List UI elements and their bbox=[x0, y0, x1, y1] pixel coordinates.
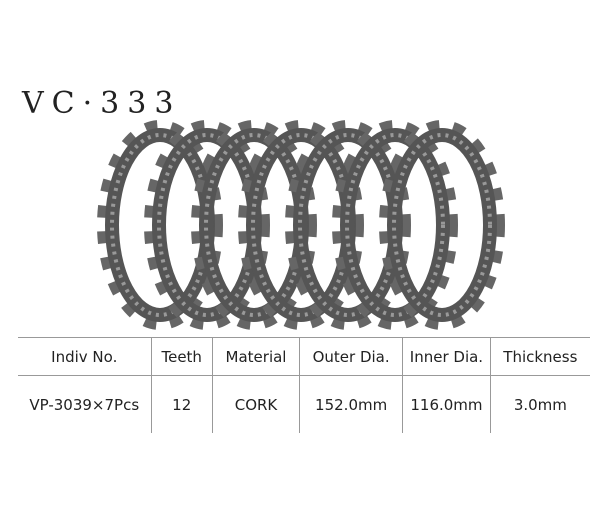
table-cell: 12 bbox=[150, 375, 213, 433]
plate-tabs bbox=[332, 120, 458, 330]
plate-tabs bbox=[238, 120, 364, 330]
table-header: Indiv No. Teeth Material Outer Dia. Inner Di… bbox=[18, 337, 590, 376]
table-body: VP-3039×7Pcs 12 CORK 152.0mm 116.0mm 3.0mm bbox=[18, 375, 590, 433]
header-row: Indiv No. Teeth Material Outer Dia. Inner Di… bbox=[18, 337, 590, 376]
table-cell: VP-3039×7Pcs bbox=[29, 395, 140, 414]
plate-tabs bbox=[285, 120, 411, 330]
column-header: Thickness bbox=[489, 337, 590, 376]
column-header: Inner Dia. bbox=[402, 337, 491, 376]
table-cell: 3.0mm bbox=[489, 375, 590, 433]
column-header: Teeth bbox=[150, 337, 213, 376]
plate-texture bbox=[392, 133, 492, 317]
plate-texture bbox=[345, 133, 445, 317]
plate-tabs bbox=[97, 120, 223, 330]
table-cell: 152.0mm bbox=[299, 375, 403, 433]
table-cell: CORK bbox=[211, 375, 300, 433]
table-cell: 116.0mm bbox=[402, 375, 491, 433]
column-header: Outer Dia. bbox=[299, 337, 403, 376]
plate-tabs bbox=[379, 120, 505, 330]
column-header: Indiv No. bbox=[18, 337, 152, 376]
spec-table: Indiv No. Teeth Material Outer Dia. Inner Di… bbox=[18, 337, 590, 433]
clutch-plates-image bbox=[97, 120, 505, 330]
plate-tabs bbox=[191, 120, 317, 330]
table-row: VP-3039×7Pcs 12 CORK 152.0mm 116.0mm 3.0mm bbox=[18, 375, 590, 433]
plate-tabs bbox=[144, 120, 270, 330]
product-title: VC·333 bbox=[22, 86, 182, 121]
column-header: Material bbox=[211, 337, 300, 376]
clutch-plate bbox=[379, 120, 505, 330]
clutch-plate bbox=[332, 120, 458, 330]
